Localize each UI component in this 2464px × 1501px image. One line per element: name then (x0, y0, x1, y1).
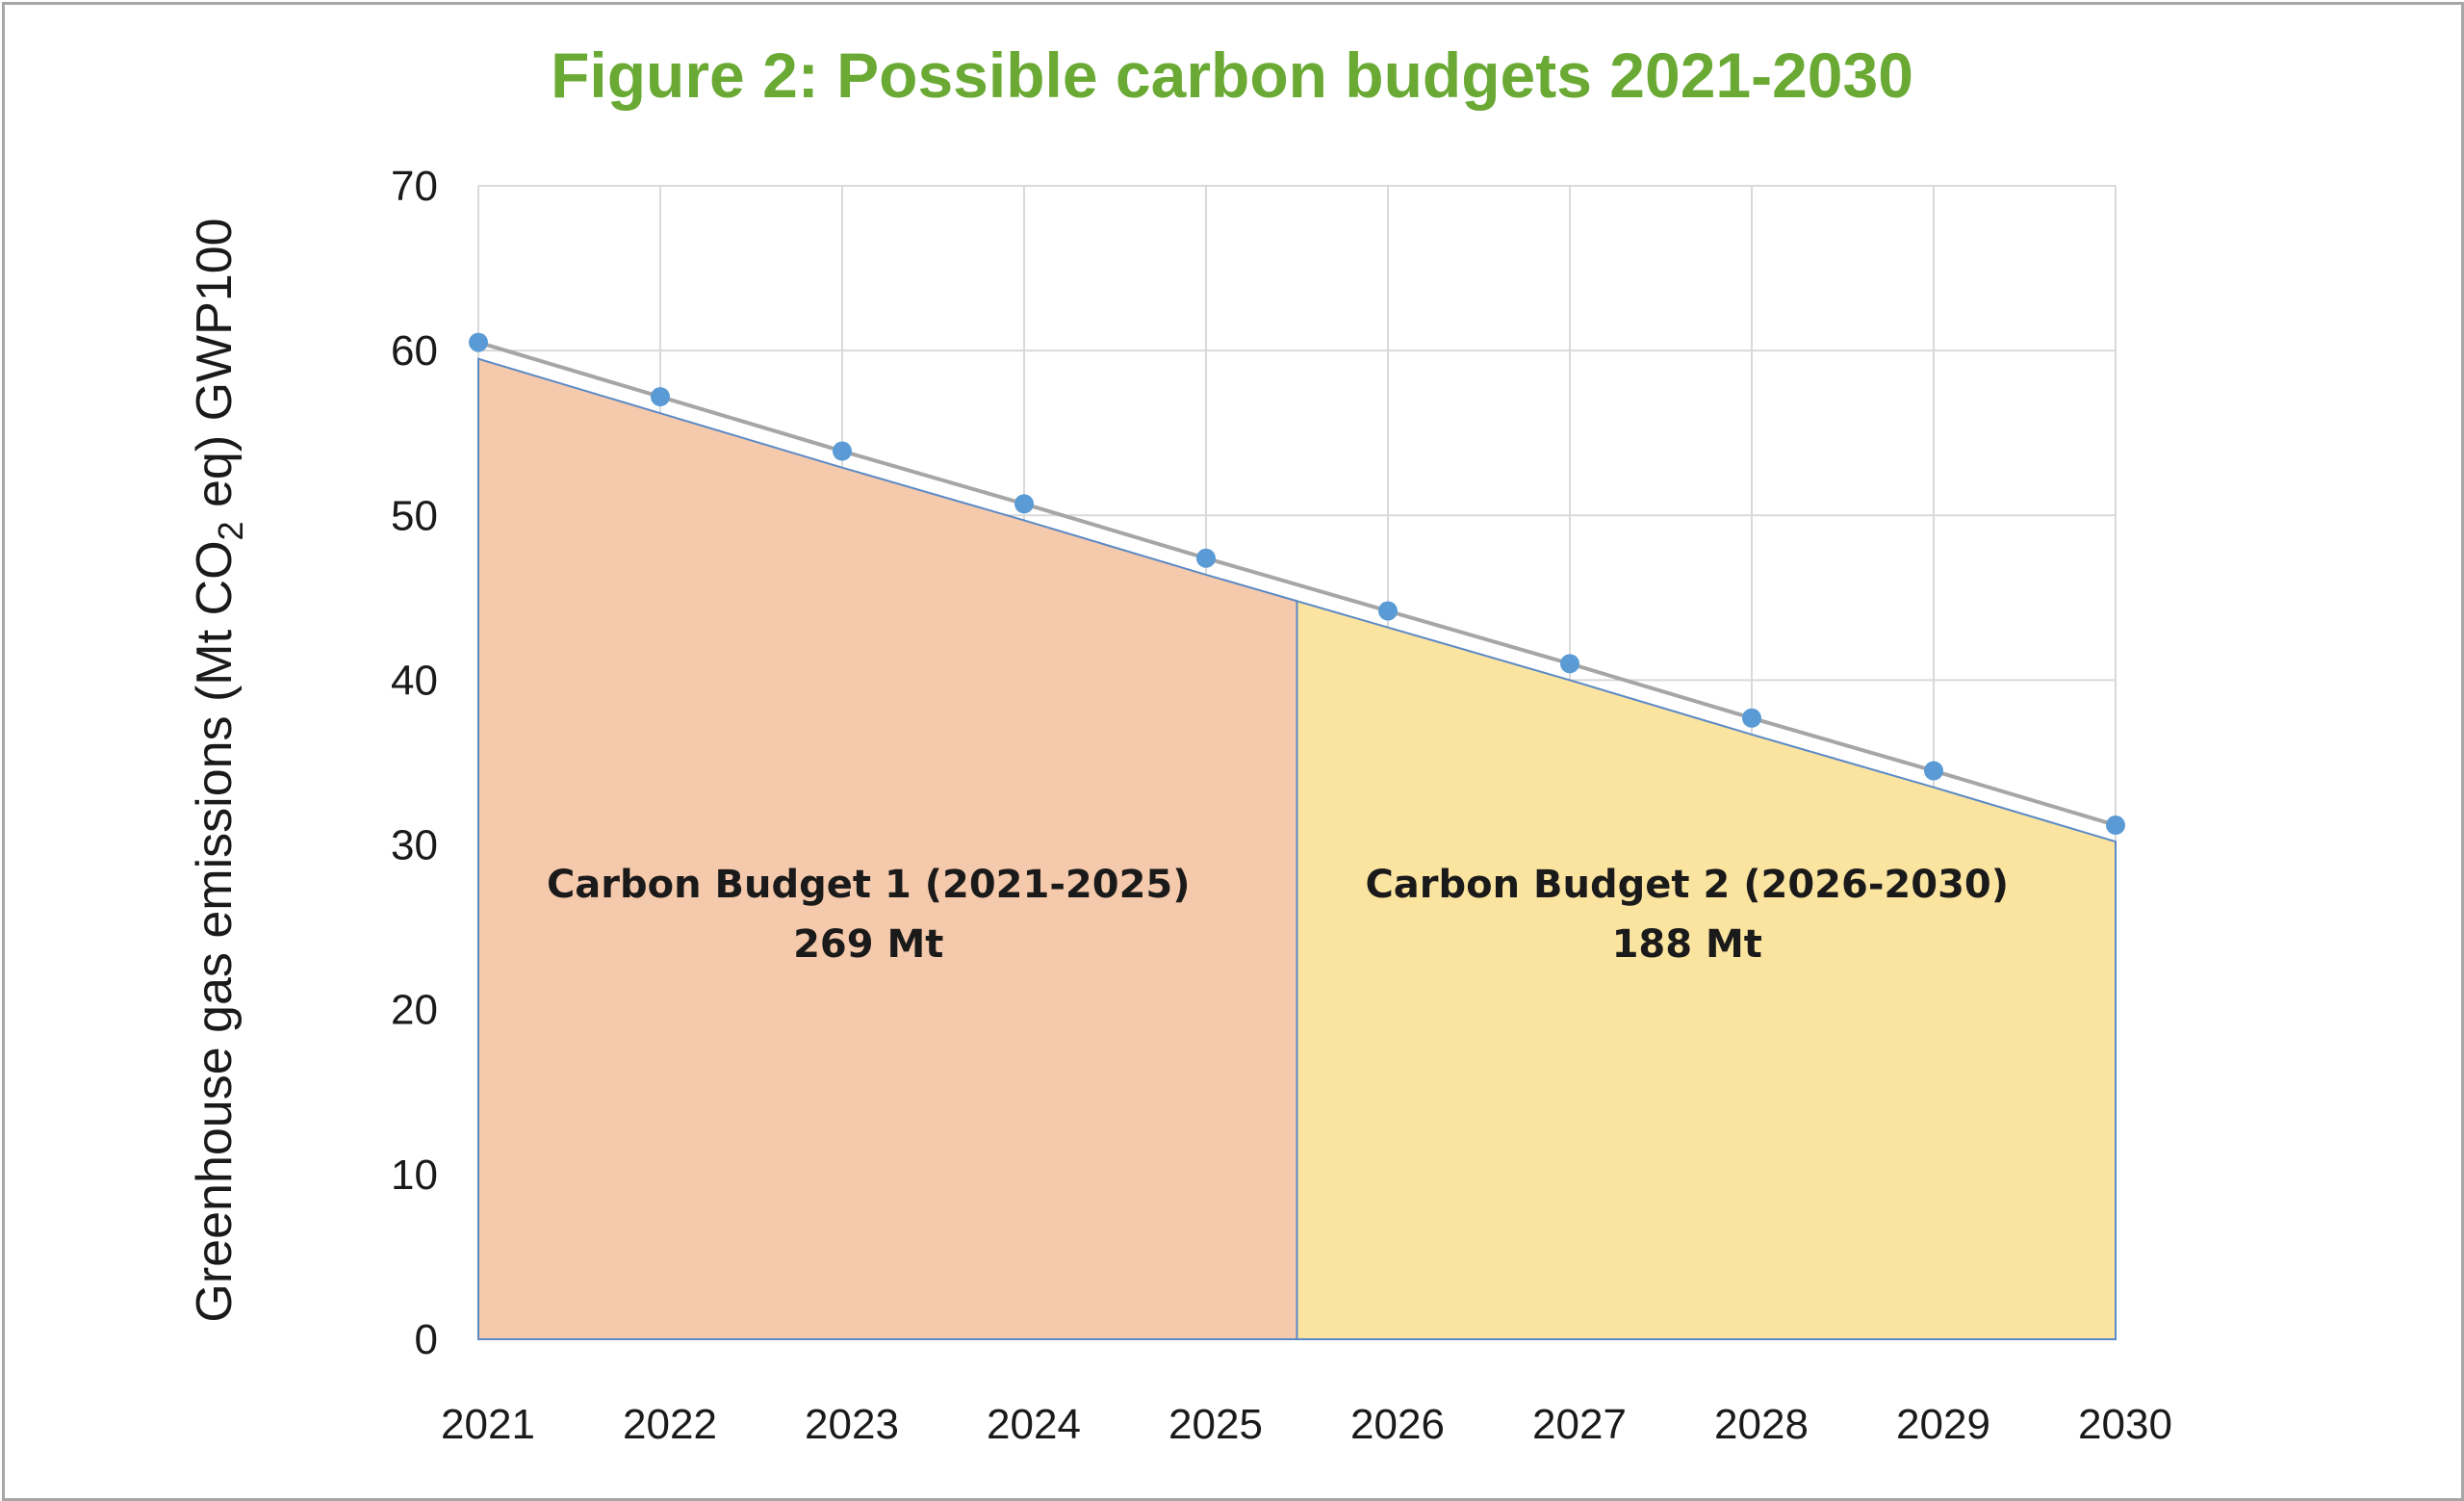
x-tick-label: 2026 (1350, 1401, 1445, 1448)
x-tick-label: 2021 (441, 1401, 535, 1448)
budget-2-total: 188 Mt (1612, 922, 1762, 967)
data-point (1378, 601, 1398, 621)
y-axis-label: Greenhouse gas emissions (Mt CO2 eq) GWP… (187, 218, 250, 1322)
budget-region-2 (1296, 599, 2117, 1340)
x-tick-label: 2027 (1532, 1401, 1627, 1448)
y-tick-label: 50 (391, 492, 438, 539)
x-tick-label: 2024 (987, 1401, 1081, 1448)
y-label-subscript: 2 (211, 521, 250, 540)
y-tick-label: 40 (391, 657, 438, 704)
data-point (1924, 761, 1943, 781)
x-tick-label: 2025 (1168, 1401, 1263, 1448)
x-tick-label: 2028 (1714, 1401, 1809, 1448)
budget-region-1 (477, 357, 1298, 1340)
y-tick-label: 0 (415, 1316, 438, 1363)
annotation-layer: Carbon Budget 1 (2021-2025) 269 Mt Carbon … (547, 863, 2009, 967)
x-tick-label: 2023 (805, 1401, 899, 1448)
series-layer (469, 332, 2125, 836)
data-point (833, 441, 852, 461)
y-tick-label: 70 (391, 163, 438, 210)
x-tick-label: 2029 (1896, 1401, 1990, 1448)
y-tick-label: 10 (391, 1152, 438, 1199)
budget-1-label: Carbon Budget 1 (2021-2025) (547, 863, 1191, 907)
series-line (477, 340, 2117, 827)
data-point (2106, 815, 2125, 836)
budget-regions (477, 357, 2117, 1340)
x-tick-label: 2022 (623, 1401, 717, 1448)
y-tick-label: 60 (391, 327, 438, 375)
y-tick-label: 20 (391, 987, 438, 1034)
data-point (651, 387, 670, 407)
data-point (1196, 548, 1216, 568)
chart-title: Figure 2: Possible carbon budgets 2021-2… (551, 39, 1913, 111)
data-point (1742, 708, 1761, 728)
data-point (1014, 494, 1034, 514)
y-tick-label: 30 (391, 822, 438, 869)
y-label-part: Greenhouse gas emissions (Mt CO (187, 540, 243, 1322)
data-point (469, 332, 488, 352)
y-label-part: eq) GWP100 (187, 218, 243, 521)
budget-1-total: 269 Mt (793, 922, 943, 967)
budget-2-label: Carbon Budget 2 (2026-2030) (1365, 863, 2009, 907)
data-point (1560, 654, 1579, 674)
x-tick-label: 2030 (2078, 1401, 2172, 1448)
